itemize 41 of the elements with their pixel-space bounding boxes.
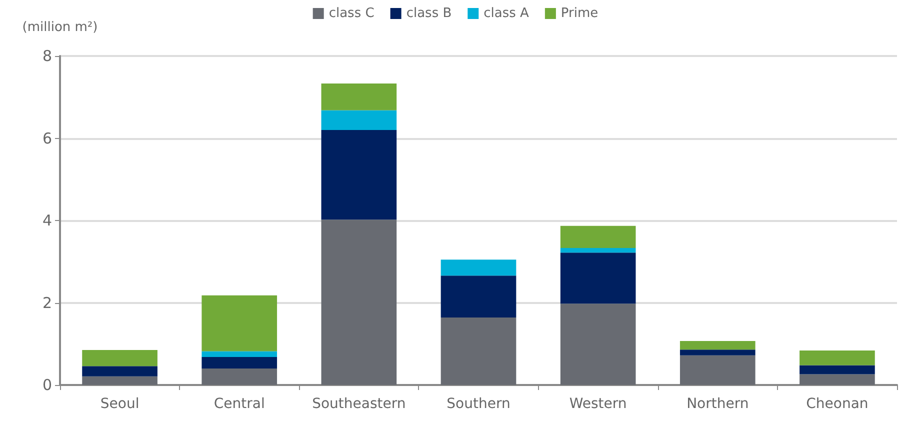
bar — [202, 351, 278, 358]
bar — [560, 226, 636, 248]
bar — [321, 110, 397, 130]
bar — [440, 260, 516, 276]
legend-label: class A — [484, 6, 530, 21]
bar — [680, 355, 756, 385]
bar — [82, 376, 158, 385]
bar — [202, 357, 278, 369]
y-tick-label: 8 — [42, 47, 52, 65]
bar — [202, 368, 278, 385]
legend-label: class C — [328, 6, 374, 21]
y-tick-label: 0 — [42, 376, 52, 394]
y-axis-title: (million m²) — [22, 20, 98, 35]
legend-label: Prime — [560, 6, 598, 21]
bar — [800, 374, 875, 385]
bar — [440, 318, 516, 385]
bar — [560, 304, 636, 385]
bar — [440, 276, 516, 318]
bar — [82, 366, 158, 376]
y-tick-label: 4 — [42, 212, 52, 230]
bar — [680, 350, 756, 356]
y-tick-label: 6 — [42, 129, 52, 148]
x-tick-label: Seoul — [100, 396, 140, 412]
bar — [82, 350, 158, 366]
bar — [560, 252, 636, 304]
bar — [321, 84, 397, 110]
bar — [321, 130, 397, 220]
bar — [800, 350, 875, 366]
x-tick-label: Western — [569, 396, 627, 412]
y-tick-label: 2 — [42, 294, 52, 312]
bar — [202, 295, 278, 352]
x-tick-label: Southeastern — [312, 396, 406, 412]
legend-label: class B — [406, 6, 452, 21]
bar — [321, 220, 397, 385]
x-tick-label: Southern — [446, 396, 510, 412]
bar — [800, 365, 875, 374]
x-tick-label: Cheonan — [806, 396, 868, 412]
bar — [680, 340, 756, 350]
x-tick-label: Northern — [686, 396, 749, 412]
bar — [560, 248, 636, 253]
x-tick-label: Central — [214, 396, 265, 412]
